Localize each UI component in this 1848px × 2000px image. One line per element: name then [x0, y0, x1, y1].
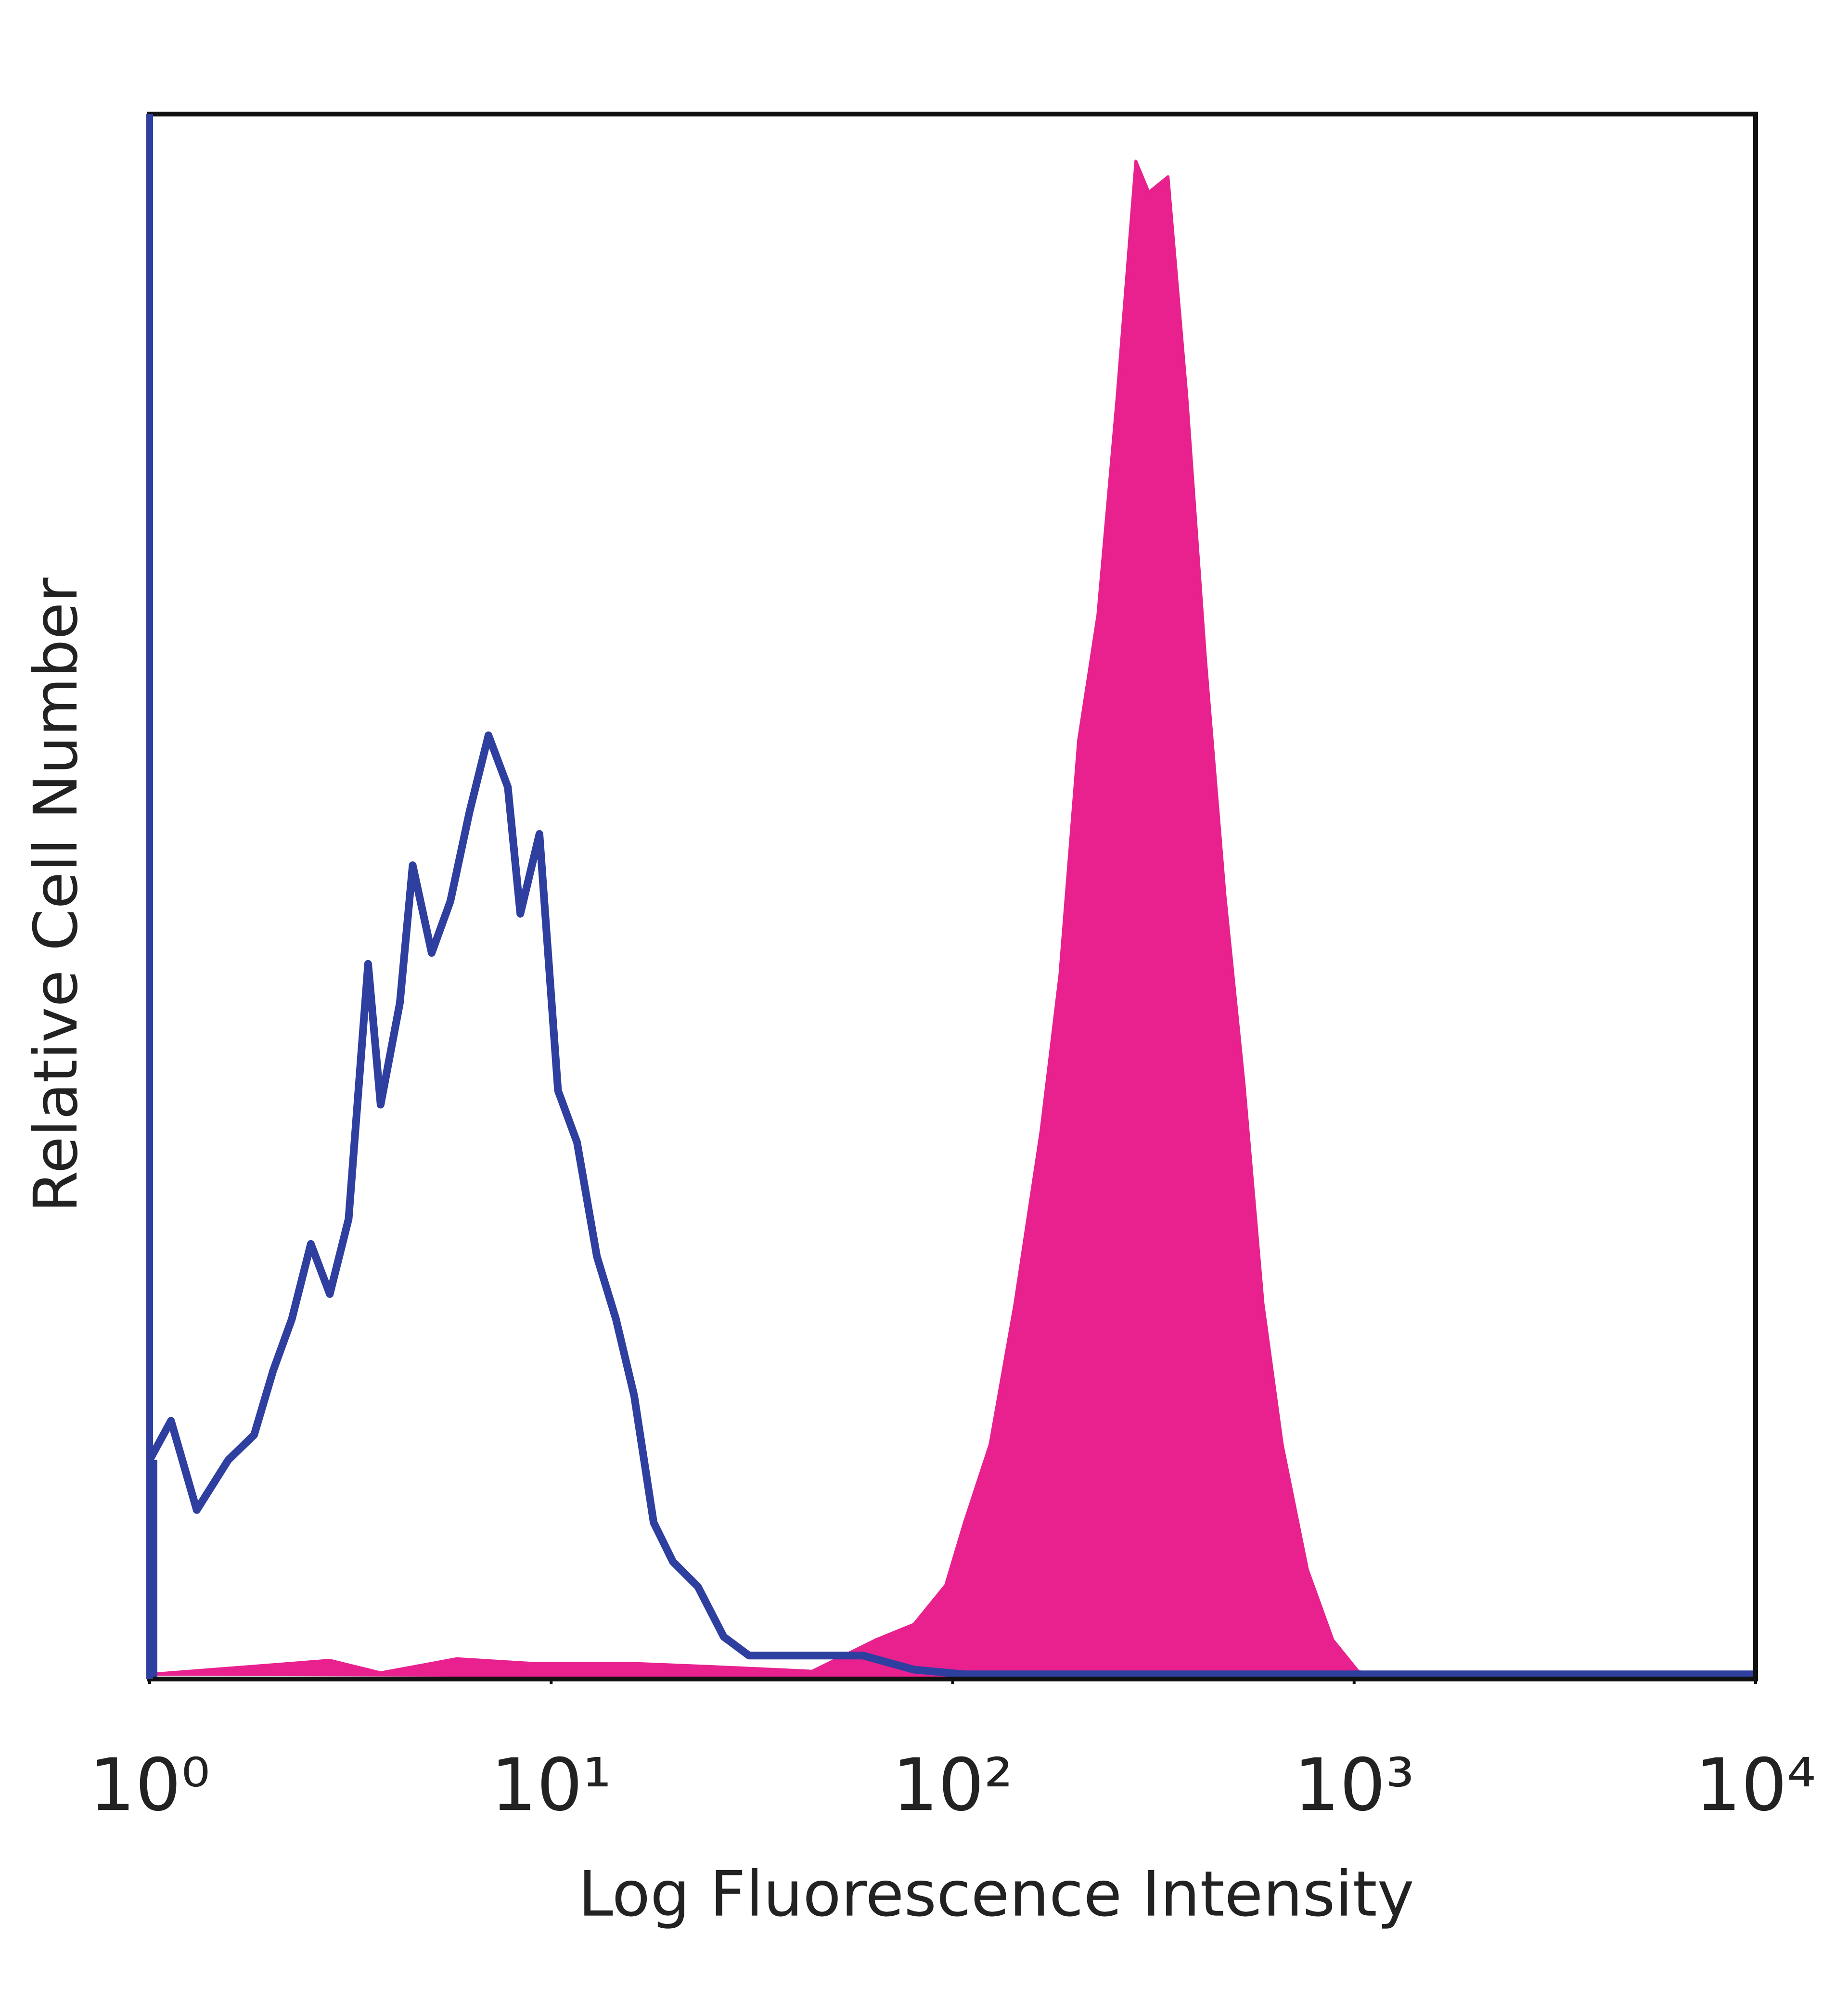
histogram-line: [146, 731, 1756, 1679]
x-tick-label: 10¹: [491, 1744, 612, 1827]
plot-frame: [147, 112, 1758, 1681]
x-tick-label: 10⁴: [1695, 1744, 1816, 1827]
x-axis-title: Log Fluorescence Intensity: [578, 1858, 1414, 1931]
y-axis-title: Relative Cell Number: [21, 577, 91, 1213]
x-tick-label: 10³: [1294, 1744, 1414, 1827]
x-tick-label: 10⁰: [89, 1744, 210, 1827]
histogram-area: [148, 159, 1757, 1680]
x-tick-label: 10²: [892, 1744, 1013, 1827]
